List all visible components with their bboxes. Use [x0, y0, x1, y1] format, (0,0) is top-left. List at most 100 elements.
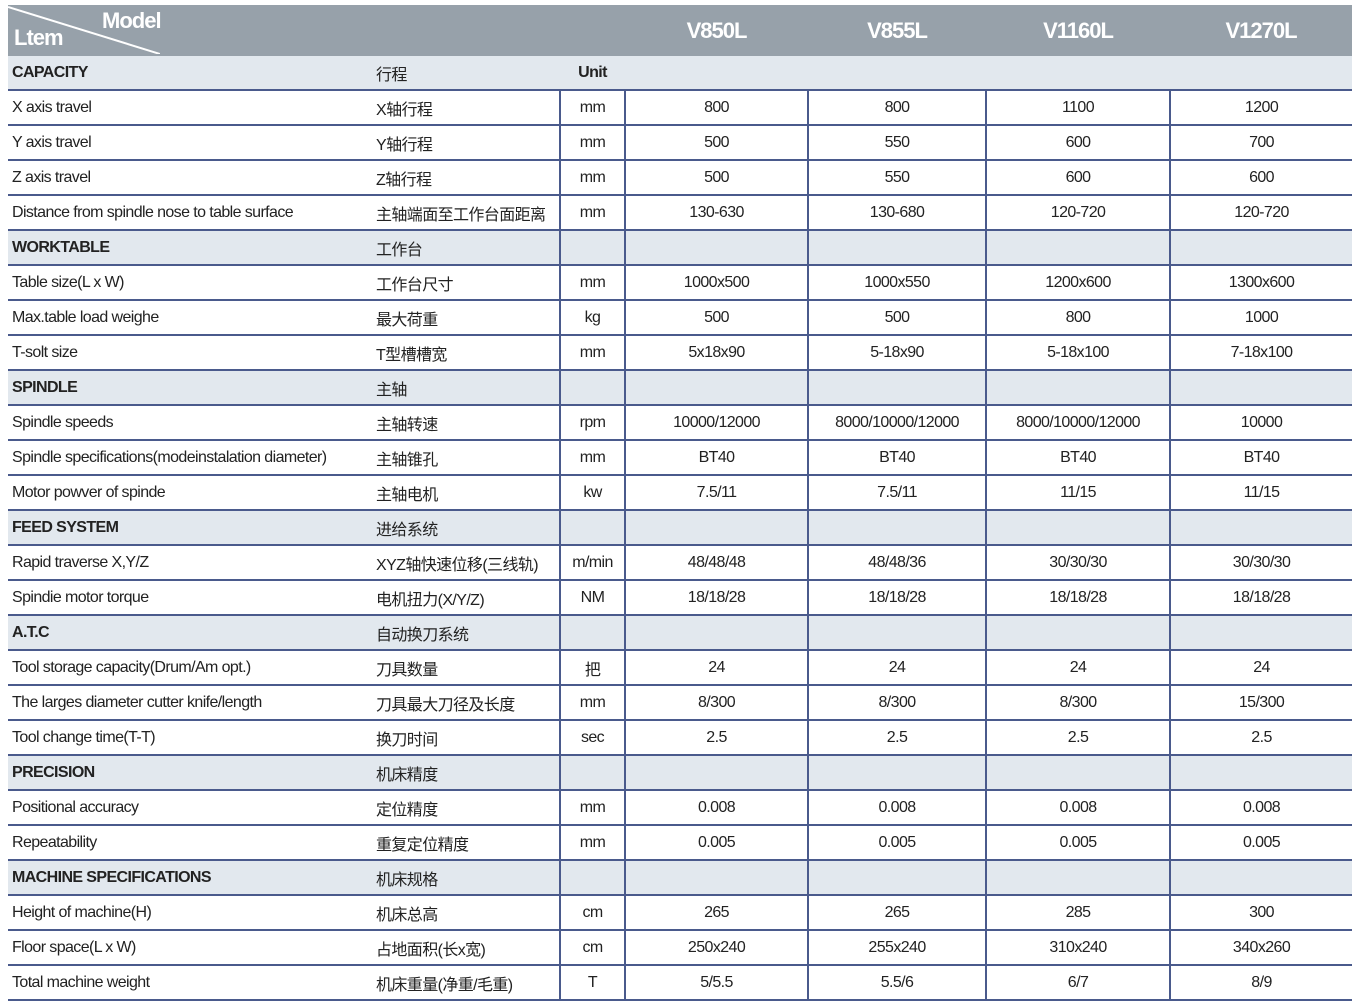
value-cell: 8000/10000/12000	[985, 405, 1171, 441]
value-cell: 340x260	[1169, 930, 1353, 966]
item-name: Spindie motor torque	[8, 580, 372, 616]
empty-cell	[1169, 370, 1353, 406]
value-cell: 500	[807, 300, 987, 336]
empty-cell	[1170, 56, 1353, 91]
value-cell: 1000	[1169, 300, 1353, 336]
unit-cell: mm	[558, 195, 626, 231]
model-header: V850L	[625, 5, 809, 56]
corner-header: Model Ltem	[8, 5, 626, 56]
value-cell: 2.5	[1169, 720, 1353, 756]
diagonal-divider	[8, 6, 160, 54]
value-cell: 600	[985, 125, 1171, 161]
table-row: Max.table load weighe 最大荷重 kg 500 500 800 1000	[8, 300, 1353, 336]
item-name: Motor powver of spinde	[8, 475, 372, 511]
value-cell: BT40	[1169, 440, 1353, 476]
value-cell: 600	[1169, 160, 1353, 196]
empty-cell	[985, 860, 1171, 896]
table-row: Distance from spindle nose to table surf…	[8, 195, 1353, 231]
item-name: X axis travel	[8, 90, 372, 126]
empty-cell	[1169, 230, 1353, 266]
table-row: Spindie motor torque 电机扭力(X/Y/Z) NM 18/18/2…	[8, 580, 1353, 616]
value-cell: 1200x600	[985, 265, 1171, 301]
item-name-cn: XYZ轴快速位移(三线轨)	[372, 545, 560, 581]
item-name-cn: 换刀时间	[372, 720, 560, 756]
unit-header	[558, 860, 626, 896]
unit-cell: mm	[558, 335, 626, 371]
value-cell: 11/15	[1169, 475, 1353, 511]
spec-table-container: Model Ltem V850L V855L V1160L V1270L CAP…	[8, 5, 1353, 1001]
table-row: X axis travel X轴行程 mm 800 800 1100 1200	[8, 90, 1353, 126]
value-cell: 550	[807, 160, 987, 196]
table-row: Spindle specifications(modeinstalation d…	[8, 440, 1353, 476]
value-cell: 0.008	[624, 790, 809, 826]
empty-cell	[624, 755, 809, 791]
item-name: Positional accuracy	[8, 790, 372, 826]
item-name-cn: Z轴行程	[372, 160, 560, 196]
section-title: FEED SYSTEM	[8, 510, 372, 546]
item-name: Max.table load weighe	[8, 300, 372, 336]
empty-cell	[624, 510, 809, 546]
model-label: Model	[102, 8, 162, 33]
value-cell: 800	[985, 300, 1171, 336]
unit-header	[558, 230, 626, 266]
empty-cell	[1169, 860, 1353, 896]
item-name-cn: 占地面积(长x宽)	[372, 930, 560, 966]
section-title-cn: 行程	[372, 56, 560, 91]
table-row: Positional accuracy 定位精度 mm 0.008 0.008 0.008…	[8, 790, 1353, 826]
value-cell: 48/48/36	[807, 545, 987, 581]
unit-cell: mm	[558, 825, 626, 861]
value-cell: 30/30/30	[985, 545, 1171, 581]
table-row: Floor space(L x W) 占地面积(长x宽) cm 250x240 255x…	[8, 930, 1353, 966]
table-row: Motor powver of spinde 主轴电机 kw 7.5/11 7.5/11…	[8, 475, 1353, 511]
value-cell: 2.5	[624, 720, 809, 756]
section-row: SPINDLE 主轴	[8, 370, 1353, 406]
value-cell: BT40	[624, 440, 809, 476]
value-cell: 18/18/28	[807, 580, 987, 616]
value-cell: 130-630	[624, 195, 809, 231]
spec-table: Model Ltem V850L V855L V1160L V1270L CAP…	[8, 5, 1353, 1001]
item-name: Distance from spindle nose to table surf…	[8, 195, 372, 231]
value-cell: 5/5.5	[624, 965, 809, 1001]
empty-cell	[624, 615, 809, 651]
unit-cell: sec	[558, 720, 626, 756]
value-cell: 265	[807, 895, 987, 931]
table-row: Table size(L x W) 工作台尺寸 mm 1000x500 1000x550…	[8, 265, 1353, 301]
empty-cell	[807, 510, 987, 546]
value-cell: 1000x500	[624, 265, 809, 301]
value-cell: 1100	[985, 90, 1171, 126]
value-cell: 7.5/11	[624, 475, 809, 511]
value-cell: 7.5/11	[807, 475, 987, 511]
item-name-cn: 主轴转速	[372, 405, 560, 441]
value-cell: 250x240	[624, 930, 809, 966]
value-cell: 1300x600	[1169, 265, 1353, 301]
value-cell: 8/300	[985, 685, 1171, 721]
value-cell: 500	[624, 300, 809, 336]
value-cell: 500	[624, 125, 809, 161]
section-title: WORKTABLE	[8, 230, 372, 266]
unit-cell: m/min	[558, 545, 626, 581]
unit-cell: cm	[558, 930, 626, 966]
section-title-cn: 自动换刀系统	[372, 615, 560, 651]
empty-cell	[985, 510, 1171, 546]
item-name-cn: 主轴端面至工作台面距离	[372, 195, 560, 231]
item-name-cn: Y轴行程	[372, 125, 560, 161]
table-row: Tool storage capacity(Drum/Am opt.) 刀具数量把…	[8, 650, 1353, 686]
value-cell: 18/18/28	[624, 580, 809, 616]
value-cell: 0.008	[807, 790, 987, 826]
section-title-cn: 主轴	[372, 370, 560, 406]
value-cell: 10000	[1169, 405, 1353, 441]
section-title: PRECISION	[8, 755, 372, 791]
section-title: CAPACITY	[8, 56, 372, 91]
value-cell: 285	[985, 895, 1171, 931]
item-name-cn: 刀具数量	[372, 650, 560, 686]
unit-cell: mm	[558, 790, 626, 826]
value-cell: 18/18/28	[1169, 580, 1353, 616]
value-cell: 120-720	[985, 195, 1171, 231]
value-cell: 8/300	[807, 685, 987, 721]
item-name-cn: 定位精度	[372, 790, 560, 826]
unit-cell: rpm	[558, 405, 626, 441]
table-row: Spindle speeds 主轴转速 rpm 10000/12000 8000/100…	[8, 405, 1353, 441]
item-name-cn: T型槽槽宽	[372, 335, 560, 371]
unit-header	[558, 755, 626, 791]
value-cell: 2.5	[807, 720, 987, 756]
